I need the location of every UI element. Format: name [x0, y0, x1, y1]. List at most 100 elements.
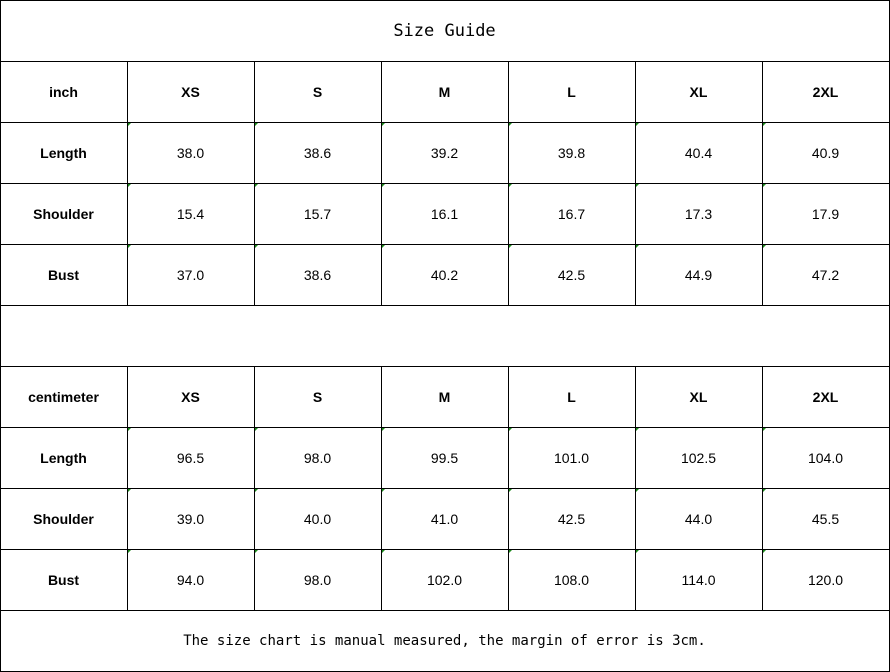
cell-marker-icon	[635, 122, 640, 127]
cell-marker-icon	[254, 427, 259, 432]
size-header: XL	[689, 388, 708, 405]
cell-marker-icon	[127, 244, 132, 249]
cell-marker-icon	[762, 244, 767, 249]
column-divider	[254, 61, 255, 305]
table-cell: 38.6	[254, 122, 381, 183]
cell-marker-icon	[254, 488, 259, 493]
cell-marker-icon	[508, 488, 513, 493]
cell-marker-icon	[381, 244, 386, 249]
table-cell: 47.2	[762, 244, 889, 305]
table-cell: 40.0	[254, 488, 381, 549]
column-divider	[762, 61, 763, 305]
column-divider	[635, 366, 636, 610]
cell-marker-icon	[127, 122, 132, 127]
cell-marker-icon	[381, 488, 386, 493]
table-cell: 102.5	[635, 427, 762, 488]
table-cell: 96.5	[127, 427, 254, 488]
cell-marker-icon	[127, 488, 132, 493]
table-cell: 38.0	[127, 122, 254, 183]
row-label: Bust	[47, 571, 80, 588]
border-line	[0, 0, 1, 672]
size-header: L	[567, 388, 576, 405]
table-cell: 39.0	[127, 488, 254, 549]
column-divider	[635, 61, 636, 305]
column-divider	[381, 61, 382, 305]
cell-marker-icon	[381, 427, 386, 432]
table-cell: 99.5	[381, 427, 508, 488]
cell-marker-icon	[127, 183, 132, 188]
cell-marker-icon	[635, 244, 640, 249]
table-cell: 45.5	[762, 488, 889, 549]
table-cell: 102.0	[381, 549, 508, 610]
cell-marker-icon	[381, 122, 386, 127]
table-cell: 94.0	[127, 549, 254, 610]
table-cell: 15.4	[127, 183, 254, 244]
table-cell: 108.0	[508, 549, 635, 610]
table-cell: 120.0	[762, 549, 889, 610]
cell-marker-icon	[254, 244, 259, 249]
column-divider	[762, 366, 763, 610]
table-cell: 104.0	[762, 427, 889, 488]
row-divider	[0, 183, 890, 184]
size-header: S	[312, 83, 323, 100]
row-divider	[0, 427, 890, 428]
size-header: XS	[181, 388, 200, 405]
table-cell: 44.9	[635, 244, 762, 305]
unit-header: centimeter	[28, 388, 99, 405]
table-cell: 16.7	[508, 183, 635, 244]
table-cell: 17.9	[762, 183, 889, 244]
table-cell: 15.7	[254, 183, 381, 244]
row-label: Length	[40, 449, 87, 466]
cell-marker-icon	[635, 427, 640, 432]
cell-marker-icon	[635, 549, 640, 554]
row-divider	[0, 549, 890, 550]
size-header: L	[567, 83, 576, 100]
column-divider	[381, 366, 382, 610]
size-header: M	[438, 83, 451, 100]
cell-marker-icon	[762, 122, 767, 127]
column-divider	[127, 366, 128, 610]
column-divider	[508, 61, 509, 305]
cell-marker-icon	[127, 549, 132, 554]
cell-marker-icon	[762, 488, 767, 493]
size-header: 2XL	[812, 388, 839, 405]
row-label: Length	[40, 144, 87, 161]
column-divider	[508, 366, 509, 610]
row-label: Shoulder	[33, 510, 94, 527]
table-cell: 114.0	[635, 549, 762, 610]
column-divider	[254, 366, 255, 610]
table-cell: 41.0	[381, 488, 508, 549]
cell-marker-icon	[762, 183, 767, 188]
cell-marker-icon	[254, 549, 259, 554]
cell-marker-icon	[508, 122, 513, 127]
row-label: Shoulder	[33, 205, 94, 222]
cell-marker-icon	[508, 427, 513, 432]
row-divider	[0, 244, 890, 245]
table-cell: 40.4	[635, 122, 762, 183]
row-divider	[0, 488, 890, 489]
cell-marker-icon	[254, 183, 259, 188]
size-header: S	[312, 388, 323, 405]
cell-marker-icon	[127, 427, 132, 432]
table-cell: 40.2	[381, 244, 508, 305]
cell-marker-icon	[635, 488, 640, 493]
cell-marker-icon	[762, 427, 767, 432]
table-cell: 37.0	[127, 244, 254, 305]
cell-marker-icon	[381, 183, 386, 188]
table-cell: 101.0	[508, 427, 635, 488]
cell-marker-icon	[508, 183, 513, 188]
size-header: M	[438, 388, 451, 405]
cell-marker-icon	[254, 122, 259, 127]
row-divider	[0, 122, 890, 123]
row-divider	[0, 610, 890, 611]
table-cell: 42.5	[508, 488, 635, 549]
row-divider	[0, 0, 890, 1]
row-divider	[0, 366, 890, 367]
unit-header: inch	[49, 83, 78, 100]
table-cell: 39.2	[381, 122, 508, 183]
page-title: Size Guide	[393, 20, 496, 41]
table-cell: 40.9	[762, 122, 889, 183]
table-cell: 44.0	[635, 488, 762, 549]
row-label: Bust	[47, 266, 80, 283]
